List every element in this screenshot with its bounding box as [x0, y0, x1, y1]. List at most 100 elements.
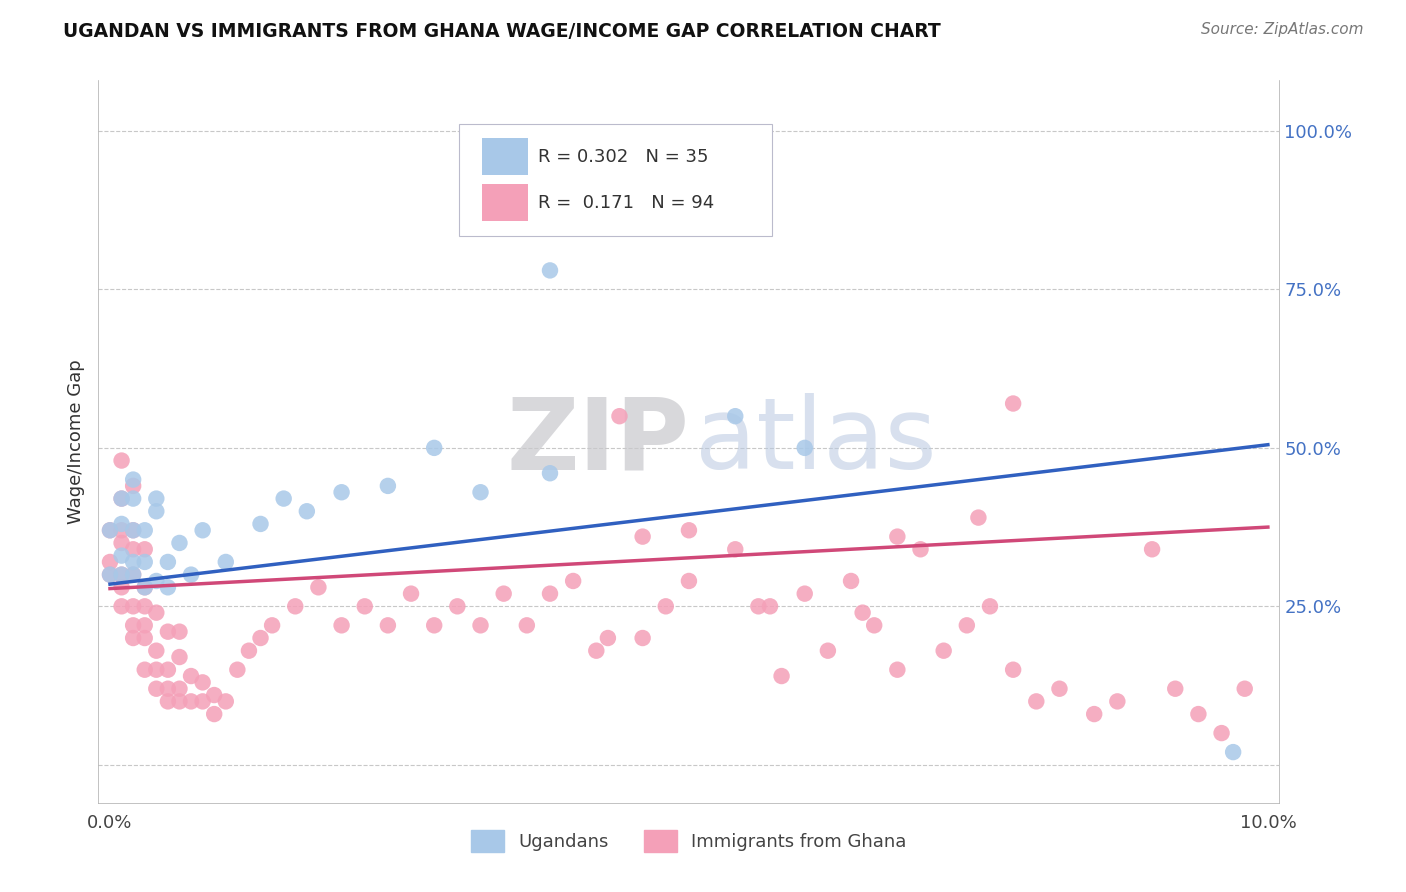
Point: [596, 631, 619, 645]
Point: [191, 675, 214, 690]
Point: [852, 606, 875, 620]
Point: [886, 530, 908, 544]
Point: [562, 574, 585, 588]
Point: [134, 599, 156, 614]
Point: [979, 599, 1001, 614]
Point: [98, 555, 121, 569]
Point: [156, 580, 179, 594]
Point: [98, 523, 121, 537]
Point: [724, 409, 747, 424]
Point: [678, 574, 700, 588]
Point: [110, 567, 132, 582]
Point: [747, 599, 769, 614]
Point: [793, 587, 815, 601]
FancyBboxPatch shape: [482, 185, 529, 221]
Point: [215, 694, 238, 708]
Point: [759, 599, 782, 614]
Point: [492, 587, 515, 601]
Text: R = 0.302   N = 35: R = 0.302 N = 35: [537, 147, 709, 166]
Point: [156, 681, 179, 696]
Point: [145, 643, 167, 657]
Legend: Ugandans, Immigrants from Ghana: Ugandans, Immigrants from Ghana: [464, 822, 914, 859]
Point: [122, 567, 145, 582]
Point: [110, 536, 132, 550]
Point: [516, 618, 538, 632]
Point: [886, 663, 908, 677]
Point: [1002, 663, 1025, 677]
Point: [191, 523, 214, 537]
Point: [839, 574, 862, 588]
Point: [817, 643, 839, 657]
Point: [470, 485, 492, 500]
Point: [122, 618, 145, 632]
Point: [134, 580, 156, 594]
Point: [202, 707, 225, 722]
Point: [98, 567, 121, 582]
Point: [1025, 694, 1047, 708]
Point: [678, 523, 700, 537]
Point: [284, 599, 307, 614]
Point: [169, 681, 191, 696]
Point: [169, 650, 191, 665]
Text: R =  0.171   N = 94: R = 0.171 N = 94: [537, 194, 714, 211]
Point: [156, 663, 179, 677]
Point: [169, 694, 191, 708]
Point: [145, 574, 167, 588]
Point: [122, 542, 145, 557]
Point: [262, 618, 284, 632]
Point: [330, 618, 353, 632]
Point: [307, 580, 329, 594]
Point: [609, 409, 631, 424]
Point: [134, 523, 156, 537]
Point: [145, 491, 167, 506]
Point: [377, 618, 399, 632]
Point: [110, 567, 132, 582]
Point: [134, 555, 156, 569]
Point: [169, 536, 191, 550]
Point: [249, 516, 271, 531]
Point: [180, 567, 202, 582]
Point: [1083, 707, 1105, 722]
Point: [1211, 726, 1233, 740]
Point: [1049, 681, 1071, 696]
Point: [863, 618, 886, 632]
Text: UGANDAN VS IMMIGRANTS FROM GHANA WAGE/INCOME GAP CORRELATION CHART: UGANDAN VS IMMIGRANTS FROM GHANA WAGE/IN…: [63, 22, 941, 41]
Point: [538, 467, 561, 481]
Point: [180, 669, 202, 683]
Point: [122, 473, 145, 487]
Point: [538, 587, 561, 601]
Point: [122, 523, 145, 537]
Point: [145, 681, 167, 696]
Point: [631, 631, 654, 645]
Point: [98, 567, 121, 582]
Point: [110, 549, 132, 563]
Point: [1140, 542, 1163, 557]
Point: [226, 663, 249, 677]
Point: [470, 618, 492, 632]
Point: [202, 688, 225, 702]
Point: [377, 479, 399, 493]
Point: [631, 530, 654, 544]
Point: [585, 643, 607, 657]
Point: [191, 694, 214, 708]
Point: [353, 599, 375, 614]
Point: [145, 606, 167, 620]
Point: [110, 491, 132, 506]
Point: [910, 542, 932, 557]
Point: [238, 643, 260, 657]
Point: [249, 631, 271, 645]
Point: [122, 599, 145, 614]
Text: Source: ZipAtlas.com: Source: ZipAtlas.com: [1201, 22, 1364, 37]
Point: [180, 694, 202, 708]
Point: [110, 453, 132, 467]
Point: [110, 491, 132, 506]
Text: ZIP: ZIP: [506, 393, 689, 490]
Point: [724, 542, 747, 557]
Point: [156, 694, 179, 708]
Point: [446, 599, 468, 614]
Point: [423, 441, 446, 455]
Point: [134, 663, 156, 677]
Point: [110, 516, 132, 531]
Point: [1107, 694, 1129, 708]
Point: [1164, 681, 1187, 696]
